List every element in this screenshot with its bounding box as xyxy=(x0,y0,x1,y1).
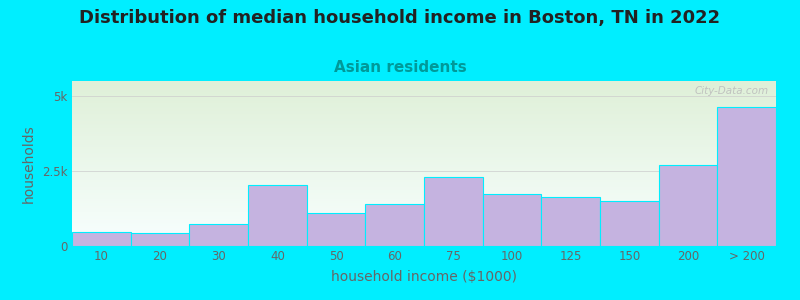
Y-axis label: households: households xyxy=(22,124,35,203)
Bar xyxy=(600,201,658,246)
Bar xyxy=(190,224,248,246)
Text: City-Data.com: City-Data.com xyxy=(695,86,769,96)
Bar xyxy=(248,184,306,246)
Bar xyxy=(718,106,776,246)
Bar xyxy=(366,204,424,246)
X-axis label: household income ($1000): household income ($1000) xyxy=(331,270,517,284)
Bar xyxy=(72,232,130,246)
Bar xyxy=(542,196,600,246)
Bar xyxy=(482,194,542,246)
Text: Asian residents: Asian residents xyxy=(334,60,466,75)
Bar xyxy=(306,213,366,246)
Text: Distribution of median household income in Boston, TN in 2022: Distribution of median household income … xyxy=(79,9,721,27)
Bar xyxy=(658,165,718,246)
Bar xyxy=(424,177,482,246)
Bar xyxy=(130,233,190,246)
